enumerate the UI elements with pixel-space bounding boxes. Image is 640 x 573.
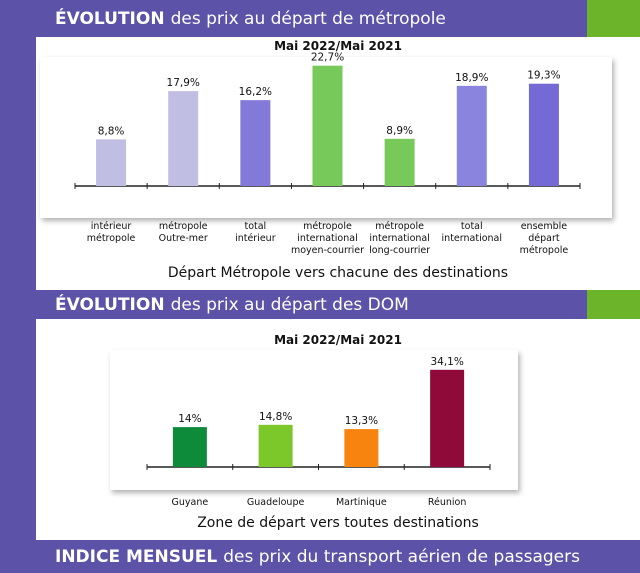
header-bold: ÉVOLUTION	[55, 8, 165, 29]
x-tick-label: total international	[441, 221, 503, 244]
chart-caption: Zone de départ vers toutes destinations	[197, 515, 479, 531]
bar	[456, 85, 487, 186]
bar	[312, 65, 343, 186]
x-tick-label: Martinique	[335, 497, 387, 508]
x-tick-label: Réunion	[427, 497, 467, 508]
header-bold: INDICE MENSUEL	[55, 546, 218, 567]
header-text: des prix au départ des DOM	[170, 294, 409, 315]
data-label: 8,8%	[98, 125, 125, 137]
chart-title: Mai 2022/Mai 2021	[274, 39, 402, 53]
x-tick-label: total intérieur	[235, 221, 276, 244]
x-tick-label: métropole international long-courrier	[369, 221, 431, 256]
x-tick-label: Guyane	[171, 497, 209, 508]
x-tick-label: métropole Outre-mer	[158, 221, 208, 244]
data-label: 14,8%	[259, 411, 292, 423]
chart-panel-dom: Mai 2022/Mai 2021 14% 14,8% 13,3% 34,1% Zon…	[36, 319, 640, 540]
header-text: des prix du transport aérien de passager…	[223, 546, 580, 567]
x-tick-label: métropole international moyen-courrier	[290, 221, 365, 256]
section-header-indice: INDICE MENSUEL des prix du transport aéri…	[0, 540, 640, 573]
data-label: 13,3%	[345, 415, 378, 427]
accent-block	[587, 290, 640, 319]
data-label: 18,9%	[455, 72, 488, 84]
bar	[96, 139, 127, 186]
x-tick-label: ensemble départ métropole	[519, 221, 569, 256]
bar	[172, 427, 207, 467]
data-label: 17,9%	[167, 77, 200, 89]
bar	[258, 424, 293, 467]
accent-block	[587, 0, 640, 37]
bar	[240, 100, 271, 186]
chart-metropole: 8,8% 17,9% 16,2% 22,7% 8,9% 18,9% 19,3%	[74, 52, 581, 189]
x-tick-label: intérieur métropole	[86, 221, 136, 244]
header-bold: ÉVOLUTION	[55, 294, 165, 315]
bar	[344, 429, 379, 467]
chart-dom: 14% 14,8% 13,3% 34,1%	[146, 356, 491, 470]
data-label: 22,7%	[311, 52, 344, 64]
data-label: 8,9%	[386, 125, 413, 137]
section-header-dom: ÉVOLUTION des prix au départ des DOM	[0, 290, 640, 319]
data-label: 16,2%	[239, 86, 272, 98]
chart-panel-metropole: Mai 2022/Mai 2021 8,8% 17,9% 16,2% 22,7% 8,9…	[36, 37, 640, 290]
bar	[384, 138, 415, 186]
bar	[528, 83, 559, 186]
bar	[168, 91, 199, 186]
chart-caption: Départ Métropole vers chacune des destin…	[167, 265, 509, 281]
data-label: 34,1%	[430, 356, 463, 368]
section-header-metropole: ÉVOLUTION des prix au départ de métropole	[0, 0, 640, 37]
data-label: 19,3%	[527, 70, 560, 82]
chart-title: Mai 2022/Mai 2021	[274, 333, 402, 347]
bar	[430, 369, 465, 467]
data-label: 14%	[178, 413, 201, 425]
x-tick-label: Guadeloupe	[246, 497, 305, 508]
header-text: des prix au départ de métropole	[170, 8, 446, 29]
